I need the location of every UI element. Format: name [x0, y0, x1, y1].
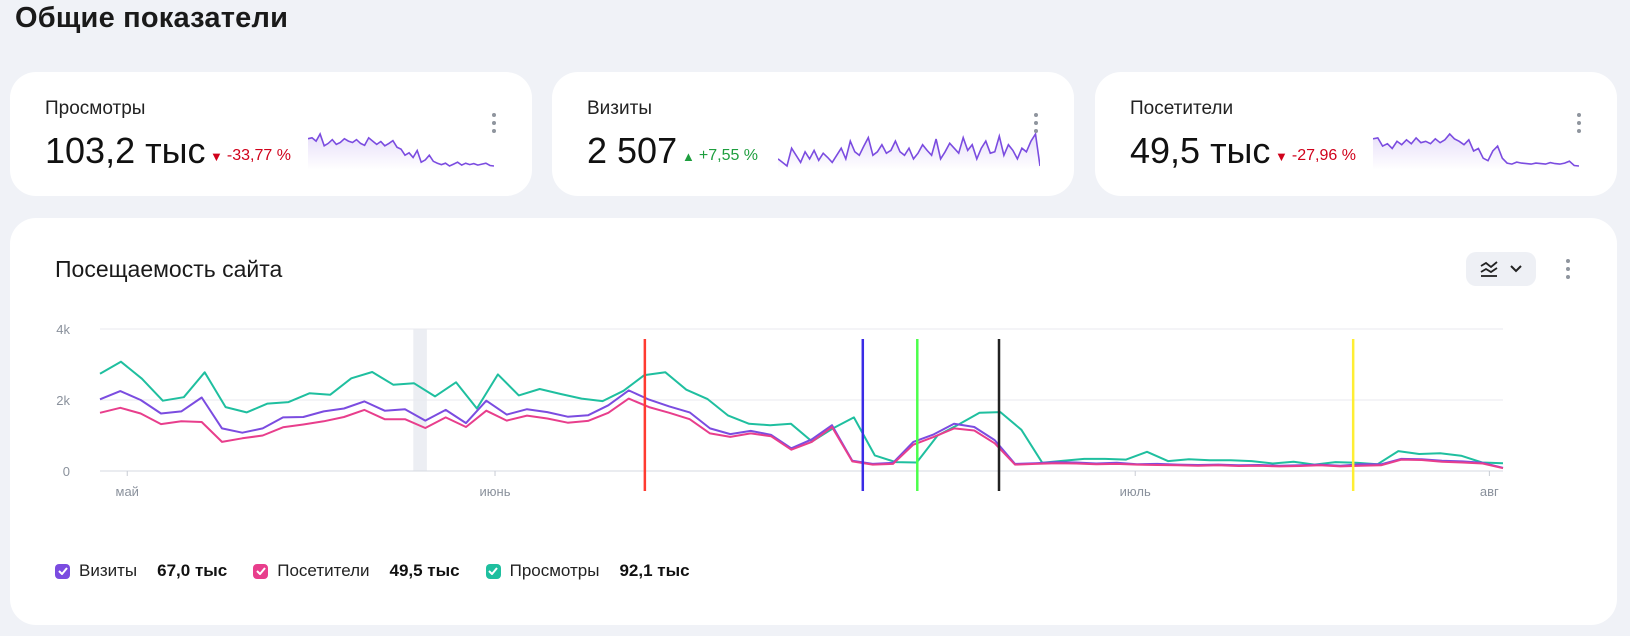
- legend-label: Просмотры: [509, 561, 600, 580]
- kpi-value: 2 507: [587, 130, 678, 171]
- sparkline-line: [778, 131, 1040, 168]
- series-line: [99, 389, 1504, 469]
- legend-label: Визиты: [79, 561, 138, 580]
- kpi-sparkline: [778, 131, 1040, 170]
- kpi-delta-value: -27,96 %: [1291, 147, 1356, 164]
- legend-item-visitors[interactable]: Посетители 49,5 тыс: [253, 561, 460, 581]
- kpi-delta: ▼ -33,77 %: [210, 147, 291, 165]
- checkbox-icon[interactable]: [55, 563, 70, 579]
- kpi-delta: ▼ -27,96 %: [1275, 147, 1356, 165]
- sparkline-line: [308, 132, 494, 167]
- chevron-down-icon: [1510, 265, 1522, 273]
- legend-item-visits[interactable]: Визиты 67,0 тыс: [55, 561, 227, 581]
- kpi-card-views[interactable]: Просмотры 103,2 тыс ▼ -33,77 %: [10, 72, 532, 196]
- kpi-delta-value: -33,77 %: [226, 147, 291, 164]
- kebab-menu-icon[interactable]: [482, 108, 506, 138]
- kebab-menu-icon[interactable]: [1567, 108, 1591, 138]
- x-tick-label: май: [116, 484, 139, 499]
- kpi-value: 49,5 тыс: [1130, 130, 1271, 171]
- legend-total: 67,0 тыс: [157, 561, 228, 580]
- kebab-menu-icon[interactable]: [1556, 254, 1580, 284]
- kpi-sparkline: [308, 132, 494, 170]
- arrow-down-icon: ▼: [1275, 148, 1288, 164]
- kebab-menu-icon[interactable]: [1024, 108, 1048, 138]
- arrow-down-icon: ▼: [210, 148, 223, 164]
- kpi-value: 103,2 тыс: [45, 130, 206, 171]
- series-line: [99, 397, 1504, 470]
- kpi-title: Посетители: [1130, 98, 1234, 119]
- y-tick-label: 4k: [56, 322, 70, 337]
- sparkline-area: [308, 134, 494, 170]
- kpi-title: Визиты: [587, 98, 652, 119]
- checkbox-icon[interactable]: [253, 563, 269, 579]
- traffic-chart-card: Посещаемость сайта 4k 2k 0 май июнь июль авг В…: [10, 218, 1617, 625]
- sparkline-area: [778, 134, 1040, 170]
- chart-legend: Визиты 67,0 тыс Посетители 49,5 тыс Прос…: [55, 561, 716, 581]
- y-tick-label: 0: [63, 464, 70, 479]
- x-tick-label: июнь: [480, 484, 511, 499]
- kpi-sparkline: [1373, 132, 1579, 170]
- page-title: Общие показатели: [15, 2, 289, 34]
- sparkline-line: [1373, 132, 1579, 167]
- kpi-card-visitors[interactable]: Посетители 49,5 тыс ▼ -27,96 %: [1095, 72, 1617, 196]
- legend-total: 92,1 тыс: [619, 561, 690, 580]
- legend-total: 49,5 тыс: [389, 561, 460, 580]
- sparkline-area: [1373, 134, 1579, 170]
- chart-type-selector[interactable]: [1466, 252, 1536, 286]
- kpi-delta-value: +7,55 %: [698, 147, 759, 164]
- legend-label: Посетители: [277, 561, 370, 580]
- kpi-title: Просмотры: [45, 98, 146, 119]
- kpi-card-visits[interactable]: Визиты 2 507 ▲ +7,55 %: [552, 72, 1074, 196]
- kpi-delta: ▲ +7,55 %: [682, 147, 758, 165]
- x-tick-label: июль: [1120, 484, 1151, 499]
- x-tick-label: авг: [1480, 484, 1499, 499]
- traffic-line-chart[interactable]: 4k 2k 0 май июнь июль авг: [10, 218, 1617, 518]
- y-tick-label: 2k: [56, 393, 70, 408]
- chart-title: Посещаемость сайта: [55, 256, 283, 282]
- checkbox-icon[interactable]: [485, 563, 501, 579]
- chart-lines-icon: [1480, 261, 1498, 277]
- legend-item-views[interactable]: Просмотры 92,1 тыс: [485, 561, 690, 581]
- arrow-up-icon: ▲: [682, 148, 695, 164]
- series-line: [99, 360, 1504, 466]
